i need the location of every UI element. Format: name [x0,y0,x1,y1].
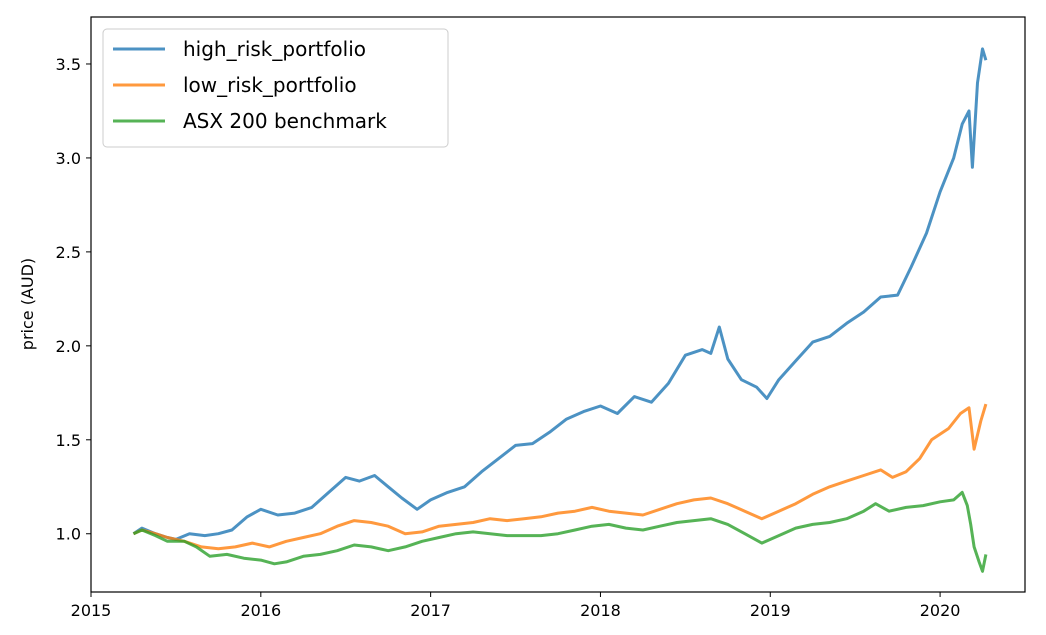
plot-lines [132,47,988,573]
x-tick-label: 2019 [750,601,791,620]
y-tick-label: 3.5 [56,55,81,74]
x-tick-label: 2015 [71,601,112,620]
legend-label: ASX 200 benchmark [183,109,387,133]
y-tick-label: 2.0 [56,337,81,356]
series-line-2 [132,490,988,573]
y-tick-label: 2.5 [56,243,81,262]
x-tick-label: 2016 [240,601,281,620]
y-axis-label: price (AUD) [18,258,37,350]
x-tick-label: 2018 [580,601,621,620]
legend: high_risk_portfolio low_risk_portfolio ASX… [102,28,449,148]
x-axis: 2015 2016 2017 2018 2019 2020 [71,592,961,620]
y-axis: 1.0 1.5 2.0 2.5 3.0 3.5 [56,55,91,544]
y-tick-label: 1.5 [56,431,81,450]
series-line-0 [132,47,988,541]
plot-frame [90,16,1026,593]
series-line-1 [132,403,988,551]
x-tick-label: 2017 [410,601,451,620]
y-tick-label: 3.0 [56,149,81,168]
legend-box [102,28,449,148]
y-tick-label: 1.0 [56,525,81,544]
legend-label: low_risk_portfolio [183,73,357,97]
x-tick-label: 2020 [920,601,961,620]
legend-label: high_risk_portfolio [183,37,366,61]
